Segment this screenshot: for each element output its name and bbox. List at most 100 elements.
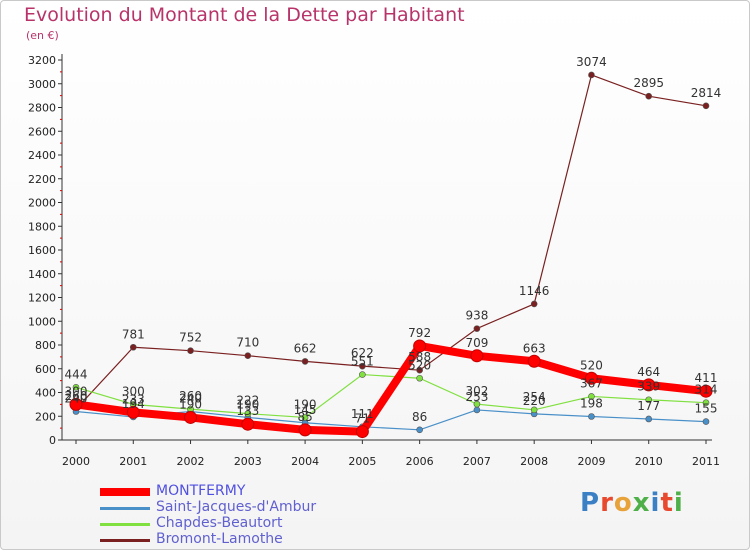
legend-item: Chapdes-Beautort (100, 515, 360, 532)
x-tick-label: 2004 (291, 455, 319, 468)
legend-swatch (100, 522, 150, 526)
y-tick-label: 1600 (28, 244, 56, 257)
data-point (588, 393, 595, 400)
data-point (473, 400, 481, 408)
data-point (359, 362, 366, 370)
data-point (527, 354, 541, 368)
data-point (702, 102, 710, 110)
y-tick-label: 2400 (28, 149, 56, 162)
data-label: 145 (294, 403, 317, 417)
data-label: 233 (122, 392, 145, 406)
data-label: 444 (65, 367, 88, 381)
data-point (702, 418, 710, 425)
data-label: 339 (637, 380, 660, 394)
data-label: 663 (523, 341, 546, 355)
x-tick-label: 2000 (62, 455, 90, 468)
data-label: 240 (179, 392, 202, 406)
x-tick-label: 2009 (577, 455, 605, 468)
y-tick-label: 400 (35, 387, 56, 400)
data-point (355, 425, 369, 439)
y-tick-label: 1200 (28, 292, 56, 305)
data-point (645, 92, 653, 100)
legend-item: Saint-Jacques-d'Ambur (100, 499, 360, 516)
y-tick-label: 1800 (28, 220, 56, 233)
data-point (129, 343, 137, 351)
data-point (645, 396, 653, 404)
legend-label: MONTFERMY (156, 483, 246, 499)
data-label: 85 (297, 410, 312, 424)
y-tick-label: 2000 (28, 197, 56, 210)
series-line-3 (75, 74, 707, 410)
data-point (301, 414, 309, 421)
data-point (642, 378, 656, 392)
data-label: 752 (179, 331, 202, 345)
data-point (584, 371, 598, 385)
data-label: 71 (355, 412, 370, 426)
data-label: 792 (408, 326, 431, 340)
data-point (298, 423, 312, 437)
data-point (588, 71, 595, 79)
data-point (241, 417, 255, 431)
logo-letter: x (632, 488, 651, 518)
data-label: 662 (294, 341, 317, 355)
data-label: 133 (236, 404, 259, 418)
logo-letter: i (650, 488, 661, 518)
data-label: 194 (122, 397, 145, 411)
data-label: 520 (580, 358, 603, 372)
x-tick-label: 2001 (119, 455, 147, 468)
data-label: 177 (637, 399, 660, 413)
legend-swatch (100, 506, 150, 510)
data-label: 520 (408, 358, 431, 372)
data-label: 551 (351, 355, 374, 369)
series-line-1 (75, 409, 707, 431)
data-point (702, 399, 710, 407)
y-tick-label: 3200 (28, 54, 56, 67)
x-tick-label: 2005 (348, 455, 376, 468)
legend-label: Chapdes-Beautort (156, 515, 283, 531)
data-point (413, 339, 427, 353)
legend-swatch (100, 538, 150, 542)
data-label: 2814 (691, 86, 722, 100)
logo-letter: P (580, 488, 601, 518)
data-label: 198 (580, 396, 603, 410)
logo-letter: r (600, 488, 614, 518)
data-label: 3074 (576, 55, 607, 69)
x-tick-label: 2003 (234, 455, 262, 468)
data-label: 2895 (633, 76, 664, 90)
data-label: 300 (65, 384, 88, 398)
data-label: 190 (236, 397, 259, 411)
data-label: 938 (465, 309, 488, 323)
data-point (69, 397, 83, 411)
legend-label: Saint-Jacques-d'Ambur (156, 499, 317, 515)
data-point (416, 426, 423, 434)
y-tick-label: 2800 (28, 102, 56, 115)
data-label: 222 (236, 394, 259, 408)
y-tick-label: 3000 (28, 78, 56, 91)
data-label: 220 (523, 394, 546, 408)
data-point (588, 413, 595, 420)
data-label: 260 (179, 389, 202, 403)
data-point (699, 384, 713, 398)
data-label: 300 (122, 384, 145, 398)
data-label: 709 (465, 336, 488, 350)
y-tick-label: 0 (49, 434, 56, 447)
data-point (416, 374, 423, 382)
data-point (126, 405, 140, 419)
data-label: 240 (65, 392, 88, 406)
data-label: 781 (122, 327, 145, 341)
data-label: 155 (695, 402, 718, 416)
data-label: 260 (65, 389, 88, 403)
y-tick-label: 2200 (28, 173, 56, 186)
y-tick-label: 1400 (28, 268, 56, 281)
y-tick-label: 1000 (28, 315, 56, 328)
data-label: 190 (179, 397, 202, 411)
data-label: 588 (408, 350, 431, 364)
legend-item: Bromont-Lamothe (100, 531, 360, 548)
chart-legend: MONTFERMY Saint-Jacques-d'Ambur Chapdes-Be… (100, 483, 360, 548)
series-line-0 (72, 341, 710, 436)
legend-item: MONTFERMY (100, 483, 360, 500)
data-label: 710 (236, 336, 259, 350)
legend-swatch (100, 488, 150, 496)
x-tick-label: 2006 (406, 455, 434, 468)
chart-title: Evolution du Montant de la Dette par Hab… (24, 4, 465, 26)
